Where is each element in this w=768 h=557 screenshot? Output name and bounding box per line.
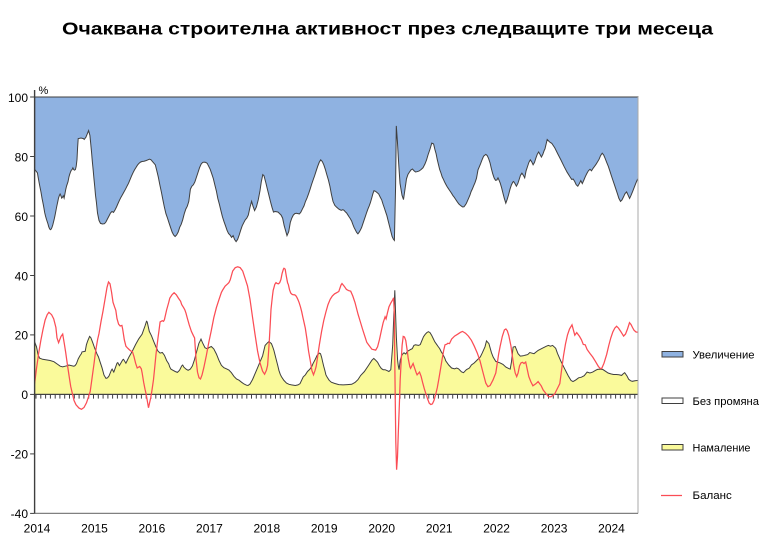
svg-text:80: 80	[15, 150, 29, 164]
svg-text:2022: 2022	[483, 522, 510, 536]
svg-text:60: 60	[15, 210, 29, 224]
svg-text:2015: 2015	[81, 522, 108, 536]
svg-text:Без промяна: Без промяна	[693, 396, 760, 408]
svg-text:2019: 2019	[311, 522, 338, 536]
svg-text:2024: 2024	[598, 522, 625, 536]
svg-text:-40: -40	[11, 507, 29, 521]
svg-text:100: 100	[8, 91, 28, 105]
svg-text:2023: 2023	[541, 522, 568, 536]
svg-text:Очаквана строителна активност: Очаквана строителна активност през следв…	[62, 18, 713, 38]
svg-text:2018: 2018	[253, 522, 280, 536]
svg-text:%: %	[39, 85, 49, 97]
svg-text:2020: 2020	[368, 522, 395, 536]
svg-text:Увеличение: Увеличение	[693, 350, 755, 362]
svg-text:2014: 2014	[24, 522, 51, 536]
svg-text:-20: -20	[11, 448, 29, 462]
svg-text:20: 20	[15, 329, 29, 343]
svg-text:2021: 2021	[426, 522, 453, 536]
svg-text:40: 40	[15, 269, 29, 283]
svg-text:Намаление: Намаление	[693, 443, 751, 455]
svg-text:0: 0	[21, 388, 28, 402]
svg-text:2017: 2017	[196, 522, 223, 536]
svg-text:2016: 2016	[139, 522, 166, 536]
svg-text:Баланс: Баланс	[693, 490, 733, 502]
